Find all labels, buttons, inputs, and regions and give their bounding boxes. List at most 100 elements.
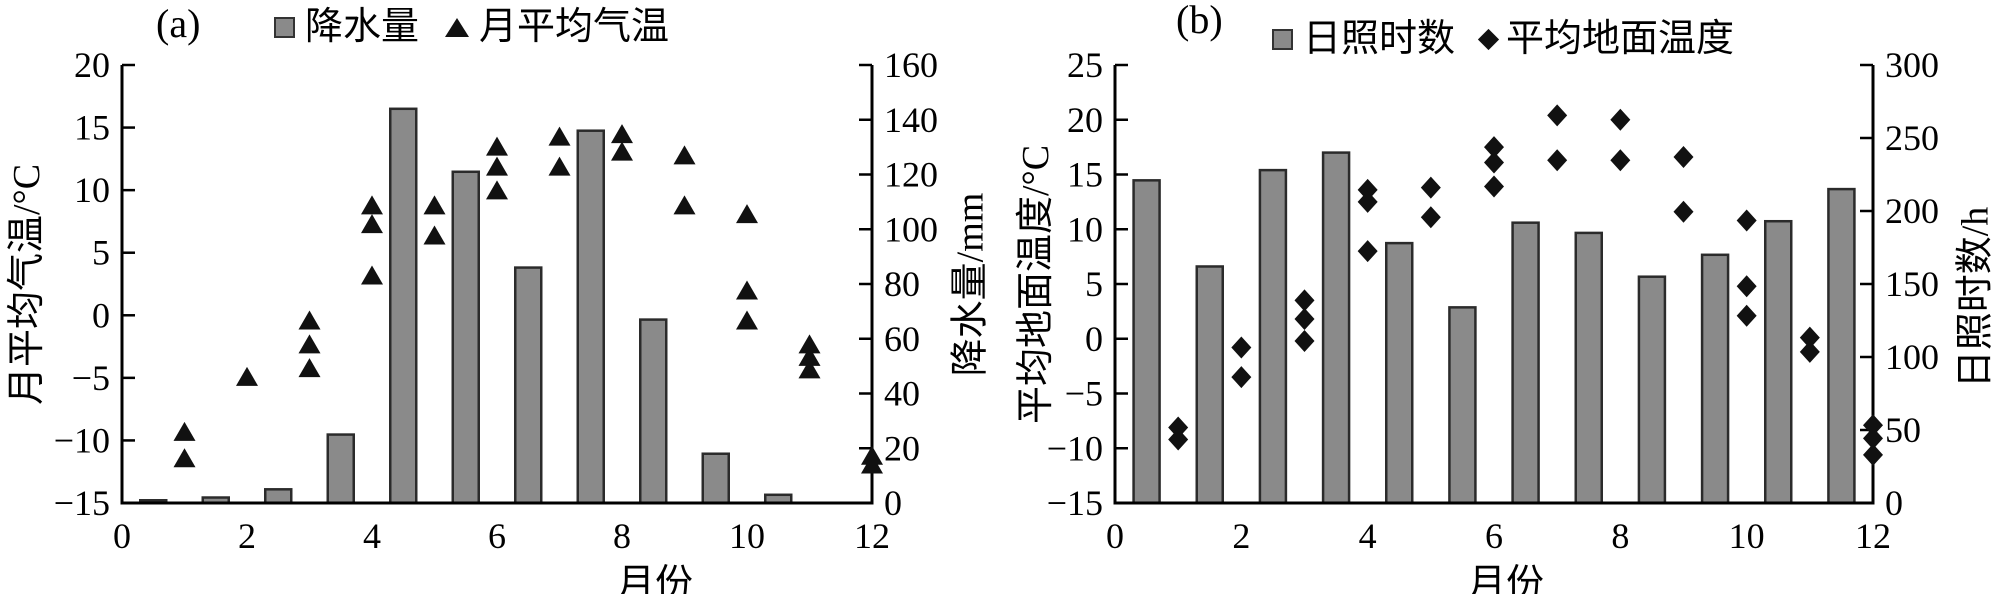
- panel-a-triangle-marker-m9-0: [674, 145, 696, 164]
- panel-a-triangle-marker-m6-0: [486, 137, 508, 156]
- panel-b-left-tick-label: 5: [1085, 264, 1103, 304]
- panel-a-right-tick-label: 140: [884, 100, 938, 140]
- panel-a-triangle-marker-m4-0: [361, 195, 383, 214]
- panel-b-bar-month-11: [1765, 221, 1791, 503]
- panel-b-right-tick-label: 300: [1885, 45, 1939, 85]
- panel-b-diamond-marker-m8-1: [1610, 149, 1630, 171]
- panel-b-x-tick-label: 2: [1232, 516, 1250, 556]
- panel-a-triangle-marker-m6-1: [486, 157, 508, 176]
- panel-a-left-tick-label: 20: [74, 45, 110, 85]
- panel-a-left-tick-label: 15: [74, 108, 110, 148]
- panel-b-diamond-marker-m2-0: [1231, 337, 1251, 359]
- legend-label-ground-temperature: 平均地面温度: [1506, 20, 1734, 58]
- panel-b-x-tick-label: 0: [1106, 516, 1124, 556]
- panel-b-diamond-marker-m10-0: [1737, 209, 1757, 231]
- panel-b-diamond-marker-m9-1: [1674, 201, 1694, 223]
- panel-b-diamond-marker-m5-0: [1421, 177, 1441, 199]
- panel-a-left-tick-label: −15: [54, 483, 110, 523]
- panel-a-triangle-marker-m3-2: [299, 358, 321, 377]
- panel-a-triangle-marker-m10-2: [736, 311, 758, 330]
- panel-b-right-tick-label: 250: [1885, 118, 1939, 158]
- panel-b-bar-month-3: [1260, 170, 1286, 503]
- panel-b-x-tick-label: 4: [1359, 516, 1377, 556]
- panel-a-left-tick-label: −10: [54, 420, 110, 460]
- panel-a-bar-month-3: [265, 489, 291, 503]
- panel-b-diamond-marker-m1-1: [1168, 428, 1188, 450]
- legend-label-precipitation: 降水量: [305, 8, 419, 46]
- panel-a-plot: −15−10−505101520020406080100120140160024…: [54, 45, 938, 556]
- legend-item-precipitation: 降水量: [274, 8, 419, 46]
- panel-a-x-tick-label: 4: [363, 516, 381, 556]
- panel-a-triangle-marker-m2-0: [236, 367, 258, 386]
- panel-b-left-tick-label: 10: [1067, 209, 1103, 249]
- panel-b-left-tick-label: 15: [1067, 155, 1103, 195]
- panel-b-diamond-marker-m6-1: [1484, 151, 1504, 173]
- panel-a-triangle-marker-m10-0: [736, 204, 758, 223]
- panel-b-right-axis-title: 日照时数/h: [1946, 78, 1996, 516]
- panel-a-bar-month-6: [453, 172, 479, 503]
- panel-b-bar-month-6: [1449, 307, 1475, 503]
- panel-b-right-tick-label: 200: [1885, 191, 1939, 231]
- panel-a-triangle-marker-m9-1: [674, 195, 696, 214]
- panel-a-left-axis-title: 月平均气温/°C: [0, 65, 46, 503]
- panel-b-legend: 日照时数 平均地面温度: [1272, 20, 1734, 58]
- air-temperature-triangle-icon: [445, 18, 469, 37]
- legend-item-ground-temperature: 平均地面温度: [1481, 20, 1734, 58]
- panel-a-right-tick-label: 120: [884, 155, 938, 195]
- panel-b-bar-month-7: [1513, 223, 1539, 503]
- panel-a-triangle-marker-m5-0: [424, 195, 446, 214]
- panel-a-label: (a): [156, 4, 200, 44]
- legend-label-sunshine-hours: 日照时数: [1303, 20, 1455, 58]
- precipitation-swatch-icon: [274, 17, 295, 38]
- panel-b-right-tick-label: 50: [1885, 410, 1921, 450]
- panel-b-x-tick-label: 10: [1729, 516, 1765, 556]
- panel-a-bar-month-9: [640, 320, 666, 503]
- panel-b-bar-month-1: [1134, 180, 1160, 503]
- panel-b-bar-month-4: [1323, 153, 1349, 503]
- panel-a-right-tick-label: 160: [884, 45, 938, 85]
- panel-b-diamond-marker-m10-1: [1737, 275, 1757, 297]
- panel-b-x-tick-label: 12: [1855, 516, 1891, 556]
- panel-a-triangle-marker-m4-2: [361, 265, 383, 284]
- panel-a-triangle-marker-m10-1: [736, 281, 758, 300]
- sunshine-hours-swatch-icon: [1272, 29, 1293, 50]
- panel-a-triangle-marker-m5-1: [424, 225, 446, 244]
- panel-a-triangle-marker-m3-1: [299, 334, 321, 353]
- panel-b-diamond-marker-m11-1: [1800, 341, 1820, 363]
- panel-b-right-tick-label: 150: [1885, 264, 1939, 304]
- panel-b-x-tick-label: 6: [1485, 516, 1503, 556]
- panel-b-diamond-marker-m4-2: [1358, 240, 1378, 262]
- panel-b-left-tick-label: 0: [1085, 319, 1103, 359]
- legend-label-air-temperature: 月平均气温: [479, 8, 669, 46]
- panel-b-diamond-marker-m3-1: [1295, 308, 1315, 330]
- panel-b-bar-month-5: [1386, 243, 1412, 503]
- panel-a-triangle-marker-m3-0: [299, 311, 321, 330]
- panel-a-right-tick-label: 100: [884, 209, 938, 249]
- panel-a-x-tick-label: 0: [113, 516, 131, 556]
- panel-b-diamond-marker-m7-0: [1547, 104, 1567, 126]
- panel-b-left-tick-label: 20: [1067, 100, 1103, 140]
- panel-a-left-tick-label: −5: [72, 358, 110, 398]
- ground-temperature-diamond-icon: [1478, 28, 1499, 49]
- panel-a-x-tick-label: 2: [238, 516, 256, 556]
- panel-a-x-tick-label: 8: [613, 516, 631, 556]
- panel-a-right-tick-label: 80: [884, 264, 920, 304]
- panel-a-triangle-marker-m1-0: [174, 422, 196, 441]
- panel-b-diamond-marker-m7-1: [1547, 149, 1567, 171]
- panel-a-triangle-marker-m6-2: [486, 180, 508, 199]
- panel-b-bar-month-2: [1197, 266, 1223, 503]
- panel-a-right-axis-title: 降水量/mm: [942, 65, 990, 503]
- charts-canvas: −15−10−505101520020406080100120140160024…: [0, 0, 2000, 594]
- legend-item-air-temperature: 月平均气温: [445, 8, 669, 46]
- panel-b-x-tick-label: 8: [1611, 516, 1629, 556]
- panel-a-triangle-marker-m7-0: [549, 127, 571, 146]
- panel-a-legend: 降水量 月平均气温: [274, 8, 669, 46]
- panel-b-left-tick-label: 25: [1067, 45, 1103, 85]
- panel-b-left-axis-title: 平均地面温度/°C: [1008, 65, 1056, 503]
- panel-b-plot: −15−10−505101520250501001502002503000246…: [1047, 45, 1939, 556]
- panel-a-triangle-marker-m1-1: [174, 448, 196, 467]
- panel-a-bar-month-8: [578, 131, 604, 503]
- panel-b-bar-month-12: [1828, 189, 1854, 503]
- panel-b-diamond-marker-m12-2: [1863, 444, 1883, 466]
- panel-b-diamond-marker-m3-2: [1295, 330, 1315, 352]
